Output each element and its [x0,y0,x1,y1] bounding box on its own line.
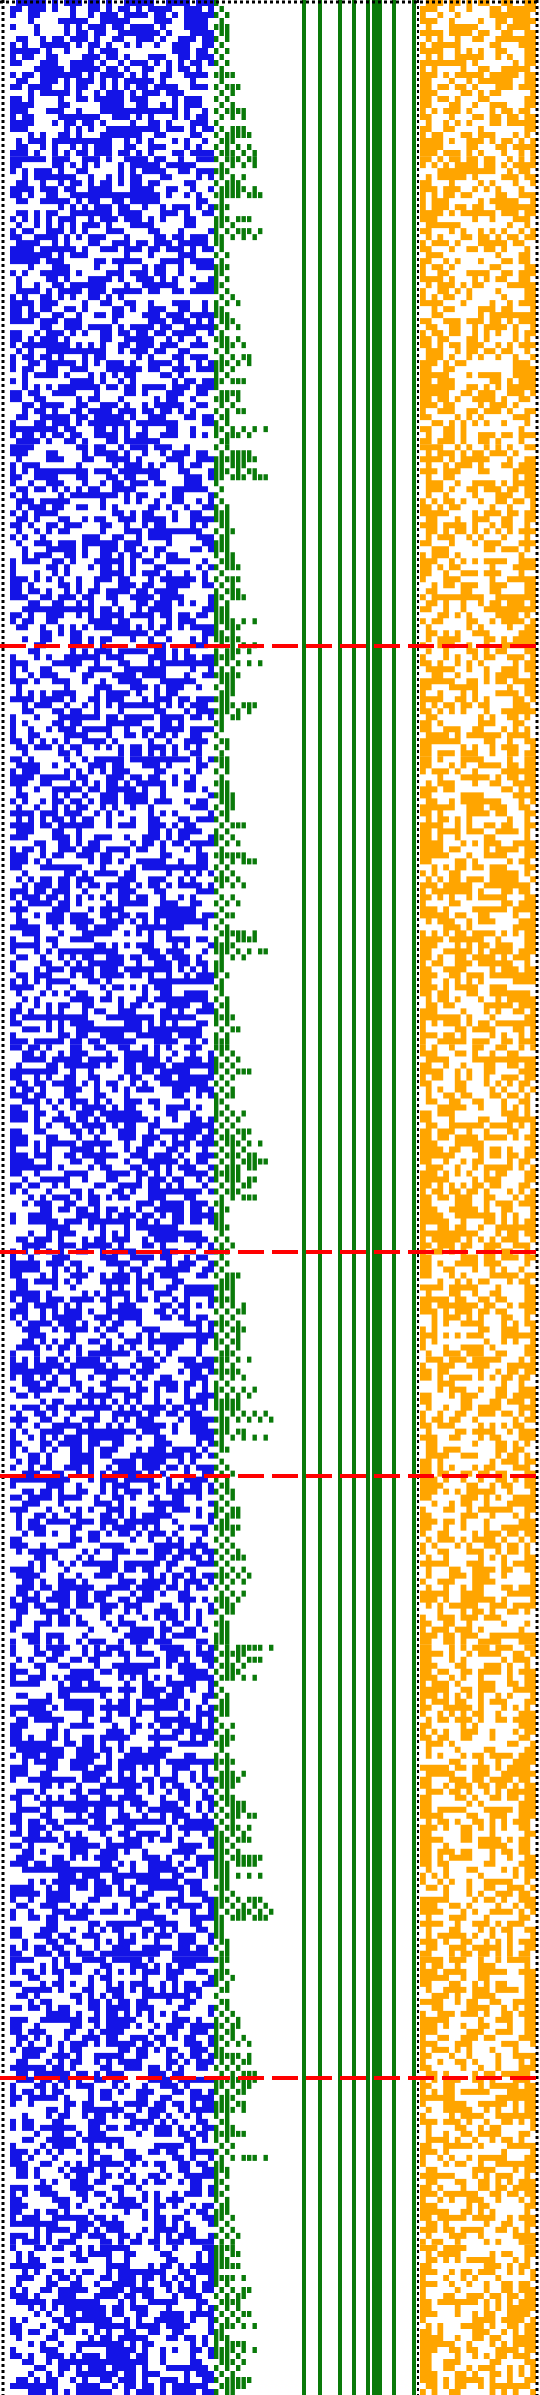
green-vertical-bars [302,0,416,2395]
green-bar [352,0,356,2395]
blue-cells [10,0,214,2395]
green-bar [338,0,342,2395]
green-bar [412,0,416,2395]
green-staircase-region [214,0,274,2395]
red-dashed-separators [0,644,540,2080]
green-bar [302,0,306,2395]
green-staircase [214,0,274,2395]
green-bar [372,0,382,2395]
green-bar [392,0,396,2395]
green-bar [366,0,370,2395]
orange-cell-grid [420,0,536,2395]
blue-cell-grid [10,0,214,2395]
green-bar [318,0,322,2395]
orange-cells [420,0,536,2395]
